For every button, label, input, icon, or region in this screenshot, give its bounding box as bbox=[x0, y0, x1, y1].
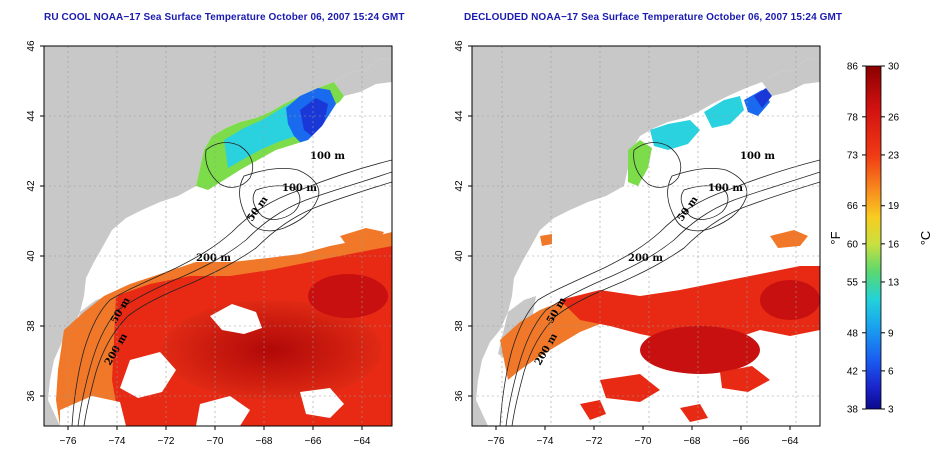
cloud-mask bbox=[60, 304, 344, 426]
lat-tick-label: 40 bbox=[454, 250, 465, 262]
lon-tick-label: −66 bbox=[305, 436, 322, 447]
fahrenheit-tick-label: 86 bbox=[847, 62, 859, 73]
cold-water bbox=[754, 88, 772, 108]
celsius-unit-label: °C bbox=[918, 231, 933, 246]
lon-tick-label: −64 bbox=[354, 436, 371, 447]
land-mass bbox=[44, 46, 392, 426]
lat-tick-label: 38 bbox=[26, 320, 37, 332]
warm-water bbox=[540, 230, 808, 248]
map-frame bbox=[471, 45, 821, 427]
celsius-tick-label: 3 bbox=[888, 405, 894, 416]
lon-tick-label: −68 bbox=[684, 436, 701, 447]
bathymetry-contours bbox=[499, 142, 820, 426]
contour-label: 200 m bbox=[628, 253, 663, 264]
warm-core bbox=[162, 300, 382, 400]
fahrenheit-tick-label: 38 bbox=[847, 405, 859, 416]
panel-title-right: DECLOUDED NOAA−17 Sea Surface Temperatur… bbox=[464, 12, 843, 23]
lon-tick-label: −70 bbox=[207, 436, 224, 447]
lon-tick-label: −74 bbox=[109, 436, 126, 447]
warm-core bbox=[308, 274, 388, 318]
fahrenheit-unit-label: °F bbox=[828, 231, 843, 244]
warm-water bbox=[340, 228, 384, 250]
axes-left: −76 −74 −72 −70 −68 −66 −64 46 44 42 40 38 36 bbox=[26, 40, 371, 447]
lat-tick-label: 42 bbox=[454, 180, 465, 192]
lat-lon-grid bbox=[472, 46, 820, 426]
warm-core bbox=[640, 326, 760, 374]
fahrenheit-tick-label: 78 bbox=[847, 112, 859, 123]
lat-tick-label: 46 bbox=[26, 40, 37, 52]
warm-water bbox=[580, 366, 770, 422]
land-mass bbox=[334, 58, 392, 96]
lat-tick-label: 46 bbox=[454, 40, 465, 52]
lat-tick-label: 40 bbox=[26, 250, 37, 262]
celsius-tick-label: 13 bbox=[888, 277, 900, 288]
lat-tick-label: 36 bbox=[454, 390, 465, 402]
fahrenheit-tick-label: 55 bbox=[847, 277, 859, 288]
land-mass bbox=[762, 58, 820, 96]
lon-tick-label: −66 bbox=[733, 436, 750, 447]
lat-tick-label: 44 bbox=[454, 110, 465, 122]
map-frame bbox=[43, 45, 393, 427]
lon-tick-label: −76 bbox=[488, 436, 505, 447]
fahrenheit-tick-label: 73 bbox=[847, 150, 859, 161]
lon-tick-label: −74 bbox=[537, 436, 554, 447]
cool-water bbox=[650, 120, 700, 150]
bathymetry-contours bbox=[71, 142, 392, 426]
lat-tick-label: 36 bbox=[26, 390, 37, 402]
contour-label: 100 m bbox=[282, 183, 317, 194]
map-panel-left: 100 m 100 m 50 m 200 m 50 m 200 m bbox=[44, 46, 392, 426]
fahrenheit-tick-label: 66 bbox=[847, 201, 859, 212]
lon-tick-label: −76 bbox=[60, 436, 77, 447]
celsius-tick-label: 23 bbox=[888, 150, 900, 161]
contour-label: 100 m bbox=[708, 183, 743, 194]
lat-lon-grid bbox=[44, 46, 392, 426]
warm-core bbox=[760, 280, 820, 320]
warm-water bbox=[560, 266, 820, 346]
contour-label: 200 m bbox=[196, 253, 231, 264]
lat-tick-label: 38 bbox=[454, 320, 465, 332]
celsius-tick-label: 26 bbox=[888, 112, 900, 123]
fahrenheit-tick-label: 48 bbox=[847, 328, 859, 339]
celsius-tick-label: 19 bbox=[888, 201, 900, 212]
cloud-mask bbox=[100, 86, 392, 300]
fahrenheit-tick-label: 42 bbox=[847, 366, 859, 377]
axes-right: −76 −74 −72 −70 −68 −66 −64 46 44 42 40 38 36 bbox=[454, 40, 799, 447]
land-mass bbox=[472, 46, 820, 426]
colorbar bbox=[865, 65, 882, 410]
contour-label: 100 m bbox=[310, 151, 345, 162]
lon-tick-label: −64 bbox=[782, 436, 799, 447]
contour-label: 100 m bbox=[740, 151, 775, 162]
lon-tick-label: −70 bbox=[635, 436, 652, 447]
lon-tick-label: −68 bbox=[256, 436, 273, 447]
celsius-tick-label: 16 bbox=[888, 239, 900, 250]
celsius-tick-label: 30 bbox=[888, 62, 900, 73]
celsius-tick-label: 6 bbox=[888, 366, 894, 377]
colorbar-ticks: 86 30 78 26 73 23 66 19 60 16 55 13 48 9 42 6 38 3 bbox=[847, 62, 900, 416]
celsius-tick-label: 9 bbox=[888, 328, 894, 339]
lon-tick-label: −72 bbox=[586, 436, 603, 447]
lat-tick-label: 42 bbox=[26, 180, 37, 192]
lat-tick-label: 44 bbox=[26, 110, 37, 122]
fahrenheit-tick-label: 60 bbox=[847, 239, 859, 250]
lon-tick-label: −72 bbox=[158, 436, 175, 447]
map-panel-right: 100 m 100 m 50 m 200 m 50 m 200 m bbox=[472, 46, 820, 426]
cool-water bbox=[704, 96, 744, 128]
panel-title-left: RU COOL NOAA−17 Sea Surface Temperature … bbox=[44, 12, 405, 23]
